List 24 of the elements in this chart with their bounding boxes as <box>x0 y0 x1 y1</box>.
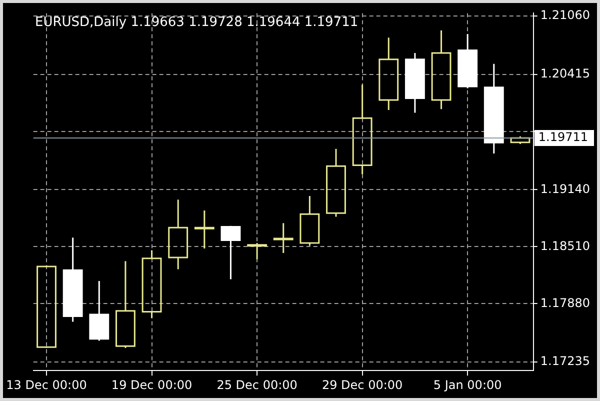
y-tick-label: 1.20415 <box>540 66 590 80</box>
x-tick-label: 29 Dec 00:00 <box>322 378 403 392</box>
candlestick <box>194 210 214 250</box>
candlestick <box>247 242 268 260</box>
candlestick <box>168 198 188 270</box>
candlestick <box>378 36 399 111</box>
x-tick-label: 13 Dec 00:00 <box>6 378 87 392</box>
candlestick <box>300 195 320 246</box>
candlestick <box>352 84 372 176</box>
y-tick-label: 1.18510 <box>540 238 590 253</box>
y-tick-label: 1.17235 <box>540 354 590 368</box>
y-tick-label: 1.19140 <box>540 182 590 196</box>
ref-line-label: 1.19711 <box>538 130 588 144</box>
candlestick <box>142 250 162 319</box>
candlestick <box>273 222 294 254</box>
candlestick <box>326 148 346 218</box>
y-tick-label: 1.17880 <box>540 296 590 310</box>
y-tick-label: 1.21060 <box>540 8 590 22</box>
x-tick-label: 25 Dec 00:00 <box>216 378 298 392</box>
x-tick-label: 19 Dec 00:00 <box>111 378 192 392</box>
candlestick <box>431 30 452 110</box>
chart-title: EURUSD,Daily 1.19663 1.19728 1.19644 1.19711 <box>35 15 358 30</box>
candlestick <box>116 260 136 349</box>
x-tick-label: 5 Jan 00:00 <box>433 378 502 392</box>
